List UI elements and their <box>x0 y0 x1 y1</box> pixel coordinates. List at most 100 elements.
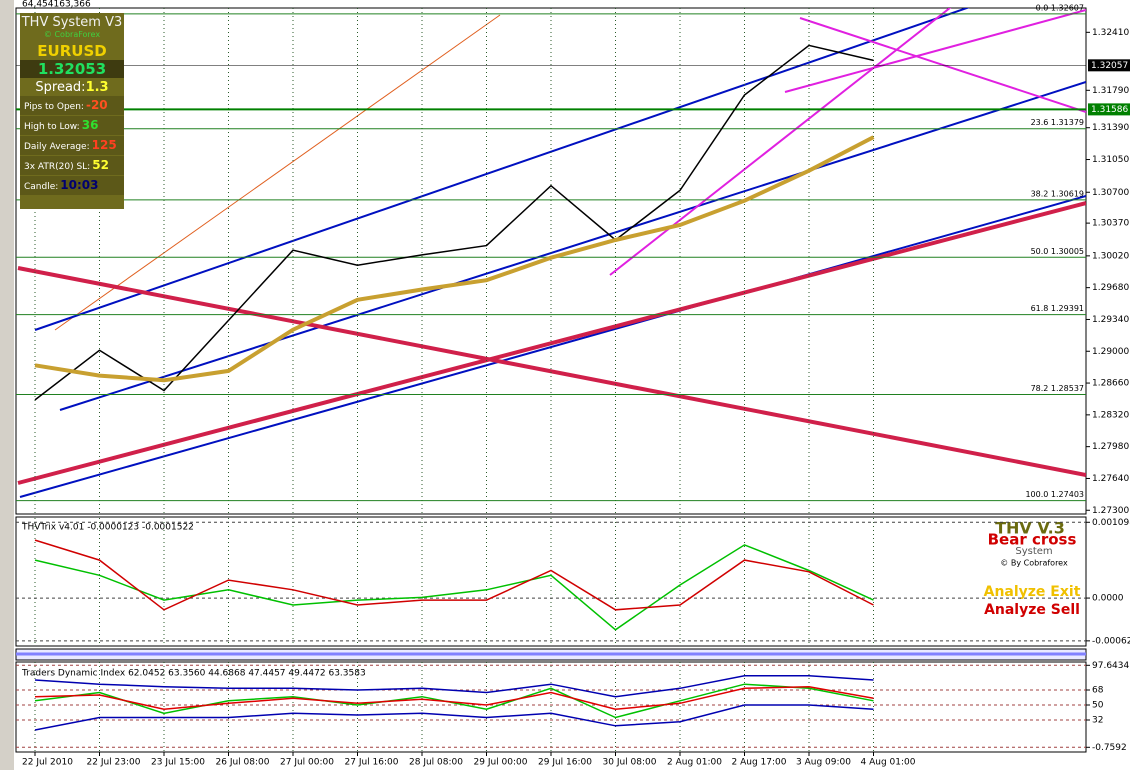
fib-label: 50.0 1.30005 <box>1031 247 1084 256</box>
trend-line <box>54 14 501 331</box>
series-line <box>34 135 875 383</box>
panel-price: 1.32053 <box>20 60 124 78</box>
y-tick-label: 1.27640 <box>1092 474 1129 484</box>
fib-label: 78.2 1.28537 <box>1031 384 1084 393</box>
panel-symbol: EURUSD <box>37 42 107 60</box>
y-tick-label: 0.0000 <box>1092 594 1124 604</box>
fib-label: 38.2 1.30619 <box>1031 189 1084 198</box>
x-tick-label: 27 Jul 00:00 <box>280 758 334 768</box>
channel-line <box>34 8 970 331</box>
panel-row: Pips to Open: -20 <box>20 96 124 115</box>
y-tick-label: 0.001098 <box>1092 518 1130 528</box>
series-line <box>34 704 874 731</box>
y-tick-label: 1.31390 <box>1092 123 1129 133</box>
y-tick-label: 1.28320 <box>1092 410 1129 420</box>
x-tick-label: 3 Aug 09:00 <box>796 758 851 768</box>
x-tick-label: 30 Jul 08:00 <box>603 758 657 768</box>
row-value: 52 <box>92 158 109 172</box>
panel-row: High to Low: 36 <box>20 116 124 135</box>
row-value: -20 <box>85 98 108 112</box>
wedge-line <box>609 8 952 276</box>
series-line <box>34 675 874 698</box>
scrollbar <box>0 0 14 770</box>
trix-title: THVTrix v4.01 -0.0000123 -0.0001522 <box>21 523 194 533</box>
x-tick-label: 22 Jul 2010 <box>22 758 73 768</box>
x-tick-label: 22 Jul 23:00 <box>87 758 141 768</box>
y-tick-label: 1.30700 <box>1092 188 1129 198</box>
y-tick-label: 50 <box>1092 701 1104 711</box>
trend-line <box>17 201 1086 485</box>
row-value: 36 <box>81 118 99 132</box>
x-tick-label: 29 Jul 00:00 <box>474 758 528 768</box>
y-tick-label: 1.29680 <box>1092 283 1129 293</box>
y-tick-label: 1.31790 <box>1092 86 1129 96</box>
price-box <box>1088 103 1130 116</box>
y-tick-label: 1.29340 <box>1092 315 1129 325</box>
note-sell: Analyze Sell <box>984 602 1080 618</box>
y-tick-label: 1.28660 <box>1092 379 1129 389</box>
y-tick-label: 68 <box>1092 686 1104 696</box>
price-label: 1.32057 <box>1091 61 1128 71</box>
series-line <box>34 539 874 611</box>
fib-label: 23.6 1.31379 <box>1031 118 1084 127</box>
row-value: 125 <box>91 138 117 152</box>
fib-label: 61.8 1.29391 <box>1031 304 1084 313</box>
x-tick-label: 2 Aug 17:00 <box>732 758 787 768</box>
wedge-line <box>784 9 1086 93</box>
spread-value: 1.3 <box>85 80 109 95</box>
spread-label: Spread: <box>35 80 86 95</box>
panel-credit: © CobraForex <box>43 30 101 39</box>
price-box <box>1088 59 1130 72</box>
fib-label: 0.0 1.32607 <box>1036 3 1084 12</box>
info-panel: THV System V3 © CobraForex EURUSD 1.3205… <box>20 13 124 209</box>
signal: Bear cross <box>988 531 1077 549</box>
y-tick-label: -0.7592 <box>1092 743 1127 753</box>
panel-row: Daily Average: 125 <box>20 136 124 155</box>
y-tick-label: 1.30020 <box>1092 251 1129 261</box>
panel-row: Candle: 10:03 <box>20 176 124 195</box>
y-tick-label: -0.00062 <box>1092 636 1130 646</box>
row-value: 10:03 <box>60 178 99 192</box>
y-tick-label: 1.30370 <box>1092 219 1129 229</box>
brand-credit: © By Cobraforex <box>1000 559 1068 568</box>
panel-rows: Pips to Open: -20 High to Low: 36 Daily Aver… <box>20 96 124 195</box>
row-label: Candle: <box>24 182 59 192</box>
row-label: 3x ATR(20) SL: <box>24 162 91 172</box>
y-tick-label: 1.27980 <box>1092 442 1129 452</box>
y-tick-label: 1.31050 <box>1092 155 1129 165</box>
series-line <box>34 544 874 631</box>
y-tick-label: 97.6434 <box>1092 661 1129 671</box>
note-exit: Analyze Exit <box>984 584 1081 600</box>
x-tick-label: 23 Jul 15:00 <box>151 758 205 768</box>
x-tick-label: 29 Jul 16:00 <box>538 758 592 768</box>
x-tick-label: 28 Jul 08:00 <box>409 758 463 768</box>
x-tick-label: 2 Aug 01:00 <box>667 758 722 768</box>
drawings <box>17 8 1086 498</box>
wedge-line <box>799 17 1086 113</box>
x-tick-label: 27 Jul 16:00 <box>345 758 399 768</box>
window-title: 64,454163,366 <box>22 0 91 10</box>
series-line <box>34 683 874 719</box>
row-label: High to Low: <box>24 122 80 132</box>
y-tick-label: 1.29000 <box>1092 347 1129 357</box>
fib-label: 100.0 1.27403 <box>1025 490 1084 499</box>
y-tick-label: 1.32410 <box>1092 28 1129 38</box>
row-label: Pips to Open: <box>24 102 84 112</box>
series-line <box>34 685 874 710</box>
channel-line <box>59 81 1086 411</box>
x-tick-label: 26 Jul 08:00 <box>216 758 270 768</box>
price-label: 1.31586 <box>1091 105 1128 115</box>
trend-line <box>17 266 1086 477</box>
brand: THV V.3 <box>995 519 1065 538</box>
brand-sub: System <box>1015 546 1052 557</box>
panel-spread: Spread:1.3 <box>20 80 124 95</box>
panel-row: 3x ATR(20) SL: 52 <box>20 156 124 175</box>
panel-title: THV System V3 <box>21 15 123 30</box>
x-tick-label: 4 Aug 01:00 <box>861 758 916 768</box>
trix-frame <box>15 516 1087 647</box>
channel-line <box>19 195 1086 498</box>
series-line <box>34 44 874 401</box>
y-tick-label: 32 <box>1092 716 1103 726</box>
